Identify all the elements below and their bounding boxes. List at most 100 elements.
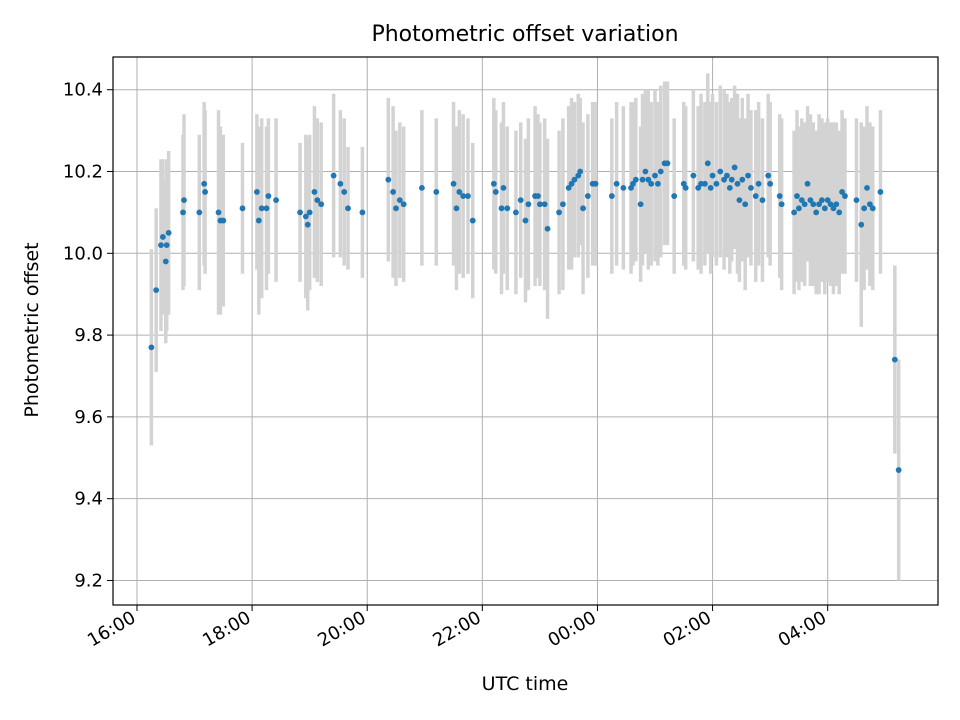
data-point xyxy=(895,467,902,473)
data-point xyxy=(765,172,772,179)
data-point xyxy=(565,184,572,191)
data-point xyxy=(869,205,876,212)
data-point xyxy=(736,197,743,204)
data-point xyxy=(162,258,169,265)
data-point xyxy=(816,201,822,208)
data-points xyxy=(148,160,902,473)
data-point xyxy=(804,180,811,187)
data-point xyxy=(318,201,325,208)
data-point xyxy=(864,184,870,191)
data-point xyxy=(513,209,519,216)
data-point xyxy=(798,197,805,204)
data-point xyxy=(648,180,655,187)
data-point xyxy=(253,189,260,195)
data-point xyxy=(664,160,671,167)
data-point xyxy=(739,176,746,183)
data-point xyxy=(759,197,766,204)
data-point xyxy=(824,197,831,204)
data-point xyxy=(652,172,658,179)
data-point xyxy=(654,180,661,187)
data-point xyxy=(632,176,639,183)
data-point xyxy=(821,205,828,212)
data-point xyxy=(450,180,457,187)
data-point xyxy=(297,209,303,216)
data-point xyxy=(196,209,203,216)
data-point xyxy=(535,193,541,199)
data-point xyxy=(341,189,348,195)
data-point xyxy=(713,180,720,187)
data-point xyxy=(158,242,164,249)
data-point xyxy=(220,217,227,224)
data-point xyxy=(492,189,499,195)
data-point xyxy=(704,160,711,167)
data-point xyxy=(522,217,529,224)
data-point xyxy=(159,234,166,240)
data-point xyxy=(556,209,562,216)
data-point xyxy=(707,184,714,191)
data-point xyxy=(690,172,697,179)
data-point xyxy=(465,193,471,199)
data-point xyxy=(258,205,265,212)
data-point xyxy=(314,197,321,204)
y-tick-label: 10.2 xyxy=(63,162,103,183)
data-point xyxy=(891,356,898,363)
data-point xyxy=(813,209,820,216)
data-point xyxy=(568,180,575,187)
data-point xyxy=(571,176,578,183)
data-point xyxy=(801,201,808,208)
data-point xyxy=(810,201,817,208)
data-point xyxy=(504,205,511,212)
data-point xyxy=(858,221,865,228)
data-point xyxy=(418,184,425,191)
y-axis-label: Photometric offset xyxy=(21,242,43,418)
data-point xyxy=(637,201,644,208)
data-point xyxy=(748,184,754,191)
y-tick-label: 9.2 xyxy=(74,570,103,591)
data-point xyxy=(263,205,270,212)
chart-title: Photometric offset variation xyxy=(371,22,679,47)
data-point xyxy=(265,193,272,199)
data-point xyxy=(731,164,738,171)
data-point xyxy=(400,201,407,208)
data-point xyxy=(469,217,476,224)
data-point xyxy=(393,205,399,212)
data-point xyxy=(776,193,783,199)
data-point xyxy=(433,189,440,195)
data-point xyxy=(709,172,716,179)
data-point xyxy=(796,205,802,212)
y-tick-label: 9.6 xyxy=(74,407,103,428)
data-point xyxy=(577,168,584,175)
data-point xyxy=(853,197,860,204)
data-point xyxy=(645,176,652,183)
data-point xyxy=(560,201,566,208)
data-point xyxy=(337,180,344,187)
data-point xyxy=(215,209,222,216)
y-tick-label: 9.4 xyxy=(74,489,103,510)
data-point xyxy=(163,242,170,249)
data-point xyxy=(536,201,543,208)
data-point xyxy=(726,184,733,191)
plot-frame xyxy=(112,56,939,606)
data-point xyxy=(639,176,646,183)
data-point xyxy=(742,201,749,208)
data-point xyxy=(839,189,845,195)
data-point xyxy=(385,176,392,183)
data-point xyxy=(541,201,548,208)
data-point xyxy=(460,193,467,199)
data-point xyxy=(866,201,873,208)
data-point xyxy=(201,180,208,187)
data-point xyxy=(682,184,689,191)
data-point xyxy=(877,189,884,195)
y-tick-label: 9.8 xyxy=(74,325,103,346)
data-point xyxy=(724,172,730,179)
data-point xyxy=(330,172,337,179)
data-point xyxy=(807,197,814,204)
data-point xyxy=(345,205,351,212)
data-point xyxy=(180,209,186,216)
y-tick-label: 10.0 xyxy=(63,243,103,264)
data-point xyxy=(642,168,649,175)
data-point xyxy=(304,221,311,228)
data-point xyxy=(396,197,403,204)
data-point xyxy=(273,197,279,204)
